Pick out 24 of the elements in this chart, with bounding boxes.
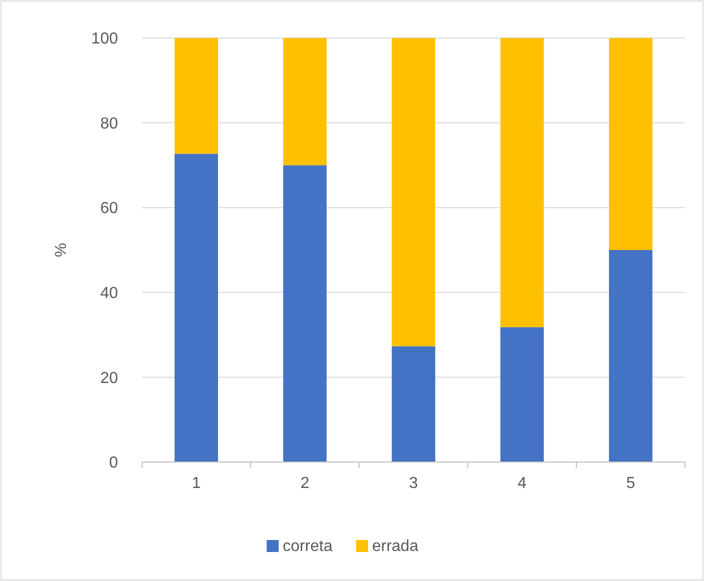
y-tick-label: 80 [100,115,118,132]
y-tick-label: 40 [100,285,118,302]
bar [500,327,544,462]
bar [283,165,327,462]
bar [608,38,652,250]
bar [500,38,544,328]
legend-label: errada [372,538,418,555]
y-tick-label: 0 [109,454,118,472]
bar [283,38,327,166]
bar [174,154,218,462]
y-tick-label: 100 [91,30,118,48]
legend-label: correta [282,538,333,555]
bar [392,38,436,346]
x-tick-label: 5 [626,475,636,492]
bar [392,346,436,462]
y-axis-title: % [53,242,70,258]
y-tick-label: 60 [100,200,118,218]
x-tick-label: 4 [518,475,527,492]
bar [608,250,652,462]
x-tick-label: 1 [192,475,201,492]
x-tick-label: 2 [300,475,310,492]
bar [174,38,218,154]
y-tick-label: 20 [100,370,118,387]
x-tick-label: 3 [409,475,418,492]
